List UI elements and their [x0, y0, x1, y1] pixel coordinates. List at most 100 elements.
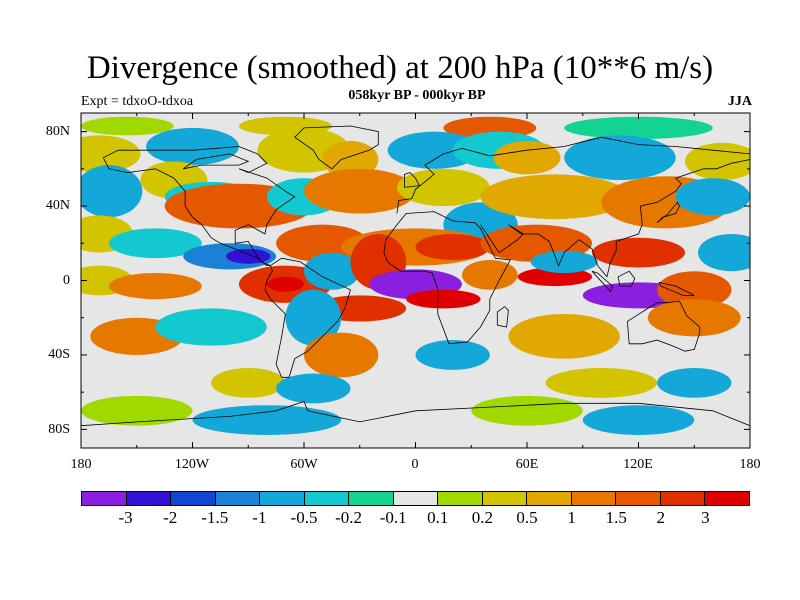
divergence-region [146, 127, 239, 166]
divergence-region [276, 373, 351, 404]
colorbar-swatch [260, 492, 305, 505]
colorbar-swatch [349, 492, 394, 505]
coastline [496, 306, 509, 328]
colorbar-swatch [304, 492, 350, 505]
divergence-region [192, 405, 342, 435]
divergence-region [211, 367, 286, 398]
divergence-region [304, 252, 360, 290]
lon-label-60e: 60E [515, 457, 539, 472]
colorbar-label: -0.2 [335, 508, 363, 527]
divergence-region [508, 314, 620, 359]
divergence-region [592, 237, 685, 268]
divergence-region [387, 131, 481, 169]
divergence-region [266, 276, 304, 292]
colorbar-swatch [705, 492, 749, 505]
divergence-region [81, 116, 174, 136]
coastline [396, 136, 750, 214]
coastline [403, 172, 420, 188]
coastline [617, 270, 636, 287]
divergence-region [108, 273, 202, 300]
colorbar-label: -2 [163, 508, 178, 527]
divergence-region [461, 260, 518, 290]
colorbar-swatch [527, 492, 572, 505]
colorbar-swatch [171, 492, 216, 505]
coastline [627, 300, 701, 352]
divergence-field [81, 116, 750, 435]
divergence-region [304, 168, 416, 214]
coastline [480, 159, 750, 278]
coastline [383, 211, 511, 345]
lon-label-180e: 180 [739, 457, 761, 472]
colorbar-label: 0.5 [516, 508, 538, 527]
divergence-region [647, 299, 741, 337]
colorbar-label: -0.5 [290, 508, 318, 527]
divergence-region [322, 140, 379, 179]
lon-label-120e: 120E [623, 457, 653, 472]
divergence-region [530, 250, 598, 274]
colorbar-label: 2 [656, 508, 666, 527]
divergence-region [406, 289, 481, 309]
divergence-region [657, 271, 732, 309]
colorbar-swatch [215, 492, 261, 505]
divergence-region [415, 233, 490, 261]
divergence-region [675, 178, 750, 216]
divergence-region [493, 140, 561, 175]
coastline [102, 146, 296, 267]
divergence-region [480, 174, 630, 220]
colorbar-label: 1.5 [605, 508, 627, 527]
colorbar-label: 3 [701, 508, 710, 527]
colorbar-swatch [660, 492, 706, 505]
colorbar-swatch [571, 492, 617, 505]
lon-label-0: 0 [411, 457, 419, 472]
colorbar-swatch [126, 492, 172, 505]
coastlines [81, 125, 750, 427]
lat-label-40s: 40S [48, 347, 70, 362]
colorbar-label: 0.2 [471, 508, 494, 527]
divergence-region [564, 135, 676, 181]
coastline [656, 201, 680, 224]
divergence-region [697, 233, 750, 272]
divergence-region [225, 248, 271, 264]
divergence-region [396, 168, 490, 207]
colorbar-label: -0.1 [379, 508, 407, 527]
experiment-label: Expt = tdxoO-tdxoa [81, 94, 194, 109]
colorbar-swatch [482, 492, 528, 505]
colorbar-label: -1 [252, 508, 267, 527]
divergence-region [415, 340, 490, 370]
season-label: JJA [727, 94, 752, 109]
divergence-region [582, 405, 695, 435]
colorbar-label: -3 [118, 508, 133, 527]
lat-label-80s: 80S [48, 422, 70, 437]
colorbar [81, 491, 750, 506]
divergence-region [304, 332, 379, 378]
divergence-region [657, 367, 732, 398]
lat-label-80n: 80N [45, 124, 70, 139]
colorbar-swatch [393, 492, 439, 505]
coastline [591, 270, 613, 293]
colorbar-swatch [616, 492, 661, 505]
colorbar-swatch [82, 492, 127, 505]
divergence-region [471, 395, 583, 426]
coastline [658, 282, 695, 296]
divergence-region [155, 308, 267, 346]
coastline [81, 401, 750, 427]
lon-label-180w: 180 [70, 457, 92, 472]
coastline [182, 153, 250, 170]
coastline [294, 125, 379, 170]
divergence-region [108, 228, 202, 259]
colorbar-label: -1.5 [201, 508, 229, 527]
axis-ticks [80, 113, 751, 448]
divergence-region [545, 367, 658, 398]
chart-subtitle: 058kyr BP - 000kyr BP [348, 88, 486, 103]
divergence-region [81, 165, 143, 218]
colorbar-swatch [438, 492, 483, 505]
colorbar-label: 1 [567, 508, 576, 527]
lon-label-120w: 120W [174, 457, 210, 472]
lat-label-40n: 40N [45, 198, 70, 213]
chart-title: Divergence (smoothed) at 200 hPa (10**6 … [86, 50, 714, 86]
colorbar-label: 0.1 [427, 508, 449, 527]
lat-label-eq: 0 [63, 273, 70, 288]
coastline [264, 257, 351, 378]
divergence-region [564, 116, 713, 140]
